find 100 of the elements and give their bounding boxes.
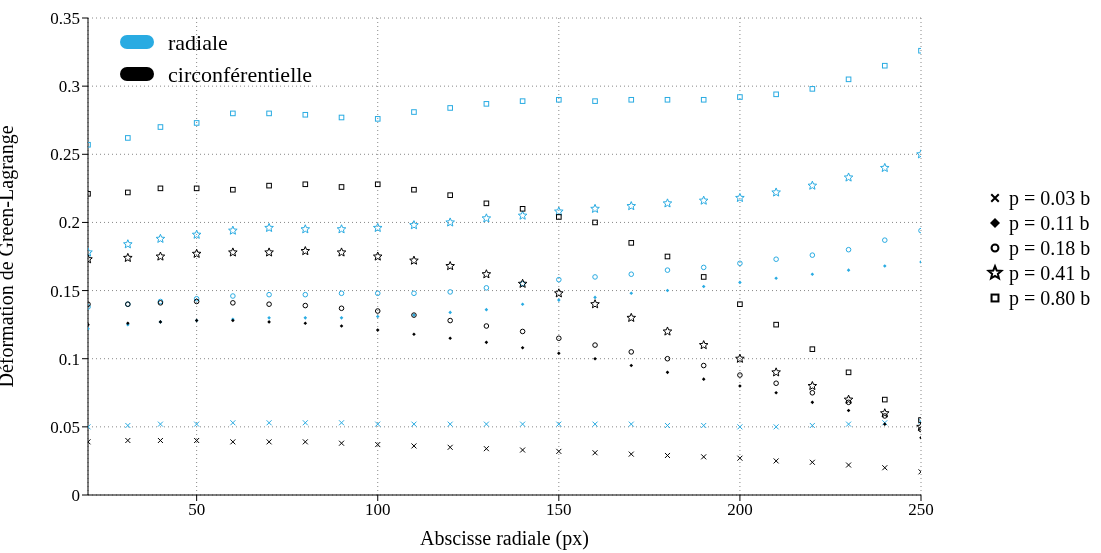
point — [701, 284, 706, 289]
point — [230, 110, 236, 117]
point — [483, 200, 490, 207]
point — [554, 206, 564, 216]
point — [303, 316, 308, 320]
x-tick-label: 100 — [364, 500, 391, 520]
point — [519, 421, 526, 428]
point — [807, 180, 818, 190]
point — [228, 225, 238, 235]
point — [519, 98, 526, 104]
text: p = 0.11 b — [1009, 212, 1090, 235]
point — [629, 291, 634, 296]
point — [626, 312, 637, 322]
point — [338, 114, 345, 121]
point — [771, 367, 781, 377]
point — [266, 110, 272, 117]
point — [266, 419, 273, 426]
point — [843, 172, 854, 182]
point — [372, 222, 383, 233]
point — [700, 453, 707, 460]
point — [773, 321, 779, 328]
text: p = 0.03 b — [1009, 187, 1091, 210]
point — [448, 336, 452, 341]
y-tick-label: 0.1 — [58, 349, 80, 369]
point — [773, 91, 779, 98]
point — [737, 94, 743, 100]
point — [125, 135, 131, 141]
point — [592, 449, 599, 456]
point — [302, 111, 309, 118]
point — [880, 162, 890, 173]
point — [701, 377, 706, 381]
point — [409, 255, 419, 265]
point — [556, 214, 562, 220]
point — [737, 301, 743, 307]
point — [700, 96, 707, 103]
point — [845, 462, 852, 469]
x-tick-label: 200 — [727, 500, 753, 520]
y-tick-label: 0.15 — [50, 281, 80, 301]
point — [845, 421, 852, 428]
point — [664, 96, 671, 103]
point — [411, 186, 417, 193]
point — [481, 269, 492, 279]
point — [519, 206, 526, 212]
point — [448, 310, 452, 315]
point — [303, 321, 308, 326]
point — [483, 101, 490, 107]
point — [123, 252, 133, 262]
point — [409, 220, 419, 230]
annotation: circonférentielle — [168, 62, 313, 87]
point — [517, 210, 528, 220]
x-tick-label: 50 — [188, 500, 206, 520]
point — [698, 195, 709, 205]
point — [520, 302, 525, 306]
x-tick-label: 150 — [546, 500, 572, 520]
point — [557, 298, 561, 302]
point — [810, 272, 815, 277]
point — [809, 86, 816, 92]
point — [155, 233, 166, 243]
point — [302, 181, 309, 188]
point — [300, 224, 311, 234]
point — [628, 451, 635, 458]
point — [302, 438, 309, 445]
point — [592, 219, 598, 226]
point — [125, 189, 131, 196]
point — [191, 229, 202, 239]
point — [738, 280, 742, 285]
point — [300, 246, 311, 256]
y-tick-label: 0 — [71, 486, 80, 506]
point — [339, 324, 344, 328]
point — [266, 438, 273, 445]
text: p = 0.41 b — [1009, 262, 1091, 285]
point — [230, 186, 236, 193]
point — [481, 213, 492, 223]
point — [412, 332, 416, 336]
x-tick-label: 250 — [908, 500, 934, 520]
point — [338, 440, 345, 447]
y-tick-label: 0.35 — [50, 9, 80, 29]
point — [228, 247, 238, 257]
point — [557, 351, 561, 356]
point — [155, 251, 166, 261]
point — [774, 390, 778, 395]
point — [339, 316, 344, 320]
y-tick-label: 0.05 — [50, 417, 80, 437]
point — [264, 247, 274, 257]
point — [338, 184, 345, 190]
point — [698, 340, 709, 350]
point — [555, 448, 562, 455]
point — [845, 369, 852, 376]
point — [629, 363, 634, 368]
point — [193, 120, 200, 126]
point — [374, 181, 381, 188]
point — [882, 264, 887, 268]
point — [774, 276, 778, 281]
point — [447, 444, 454, 451]
point — [881, 62, 888, 69]
point — [447, 192, 453, 198]
point — [809, 346, 816, 352]
point — [556, 96, 562, 103]
point — [375, 314, 380, 319]
point — [447, 105, 453, 111]
